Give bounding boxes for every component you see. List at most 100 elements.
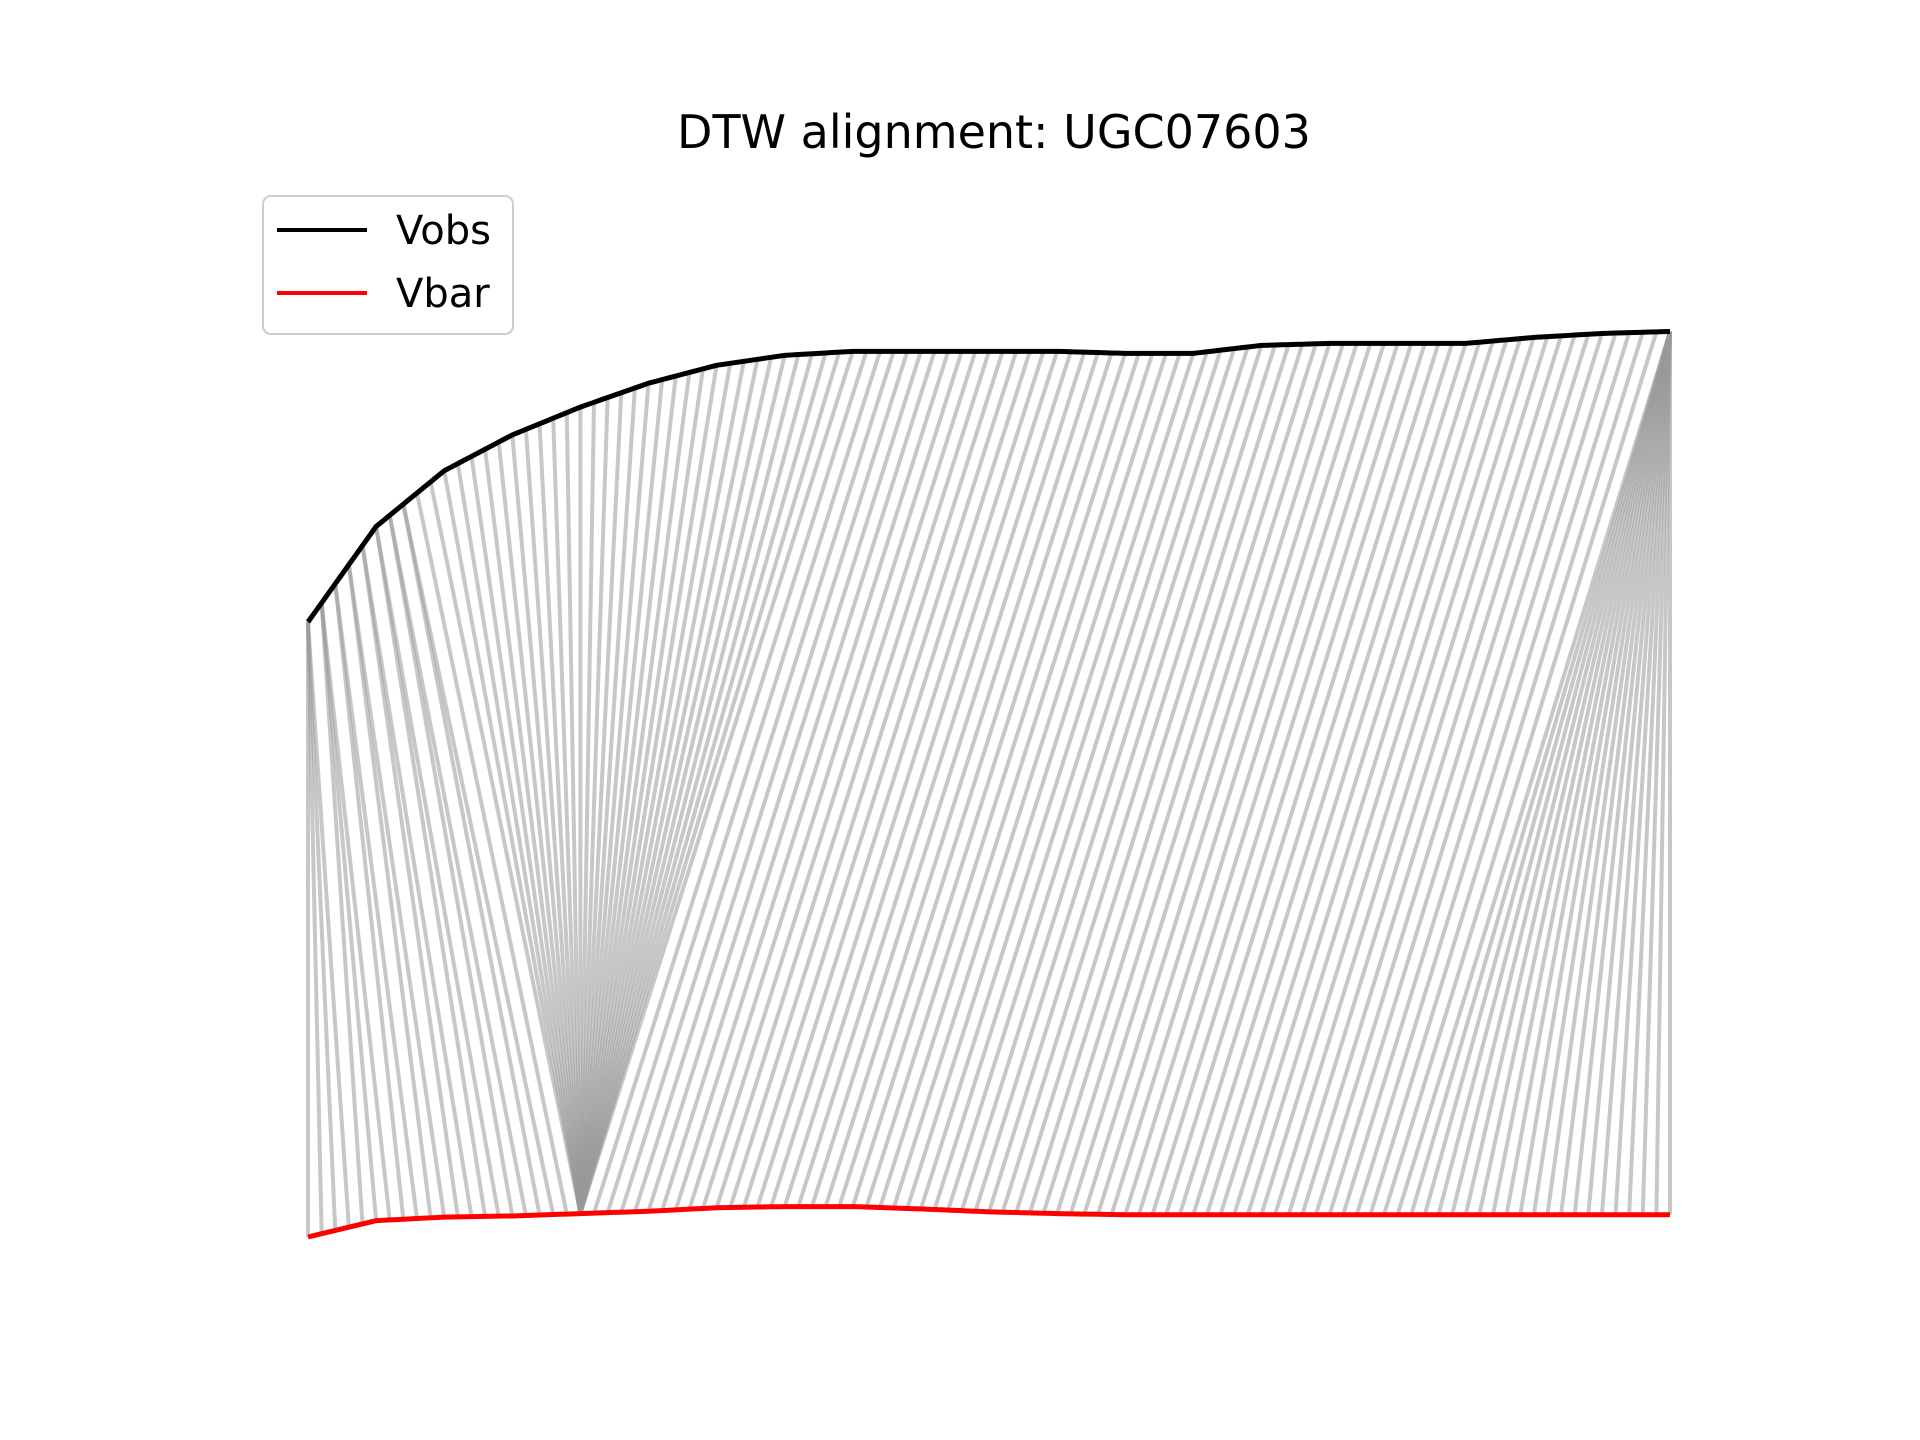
- alignment-line: [578, 351, 842, 1215]
- alignment-line: [619, 350, 896, 1213]
- alignment-line: [837, 352, 1114, 1208]
- alignment-line: [578, 387, 637, 1214]
- alignment-line: [1123, 342, 1400, 1216]
- alignment-line: [741, 350, 1019, 1208]
- alignment-line: [319, 602, 379, 1221]
- alignment-line: [578, 354, 801, 1215]
- alignment-line: [496, 441, 583, 1214]
- alignment-lines: [306, 330, 1672, 1237]
- alignment-line: [333, 583, 419, 1219]
- alignment-line: [578, 362, 733, 1214]
- alignment-line: [1014, 343, 1291, 1214]
- alignment-line: [537, 423, 583, 1214]
- alignment-line: [401, 503, 542, 1216]
- alignment-line: [1504, 331, 1672, 1216]
- alignment-line: [673, 350, 951, 1211]
- alignment-line: [1096, 342, 1373, 1215]
- alignment-line: [374, 526, 488, 1217]
- series-lines: [305, 328, 1671, 1240]
- alignment-line: [401, 503, 556, 1215]
- alignment-line: [701, 350, 978, 1210]
- alignment-line: [360, 545, 460, 1218]
- alignment-line: [551, 418, 583, 1214]
- alignment-line: [1273, 336, 1550, 1216]
- alignment-line: [810, 351, 1087, 1208]
- alignment-line: [523, 429, 583, 1214]
- alignment-line: [319, 602, 365, 1225]
- alignment-line: [1436, 330, 1672, 1216]
- alignment-line: [578, 397, 610, 1214]
- alignment-line: [360, 545, 474, 1217]
- alignment-line: [1654, 331, 1672, 1215]
- alignment-line: [428, 481, 583, 1215]
- alignment-line: [1232, 339, 1509, 1216]
- alignment-line: [374, 526, 501, 1217]
- alignment-line: [578, 383, 651, 1214]
- alignment-line: [333, 583, 406, 1220]
- series-line-vbar: [307, 1204, 1670, 1240]
- alignment-line: [306, 621, 351, 1228]
- alignment-line: [878, 352, 1155, 1209]
- alignment-line: [455, 463, 583, 1214]
- alignment-line: [578, 350, 855, 1215]
- alignment-line: [1490, 331, 1672, 1216]
- alignment-line: [1109, 342, 1386, 1216]
- alignment-line: [387, 514, 528, 1216]
- alignment-line: [932, 351, 1209, 1211]
- alignment-line: [1000, 344, 1277, 1213]
- alignment-line: [850, 352, 1128, 1208]
- alignment-line: [578, 372, 692, 1214]
- alignment-line: [755, 350, 1032, 1208]
- alignment-line: [1218, 340, 1495, 1216]
- alignment-line: [592, 350, 869, 1214]
- alignment-line: [578, 352, 828, 1215]
- alignment-line: [1382, 331, 1659, 1216]
- alignment-line: [1531, 331, 1672, 1216]
- alignment-line: [578, 375, 678, 1214]
- alignment-line: [306, 621, 338, 1231]
- alignment-line: [1518, 331, 1672, 1216]
- alignment-line: [1627, 331, 1672, 1215]
- alignment-line: [728, 350, 1005, 1209]
- alignment-line: [1327, 332, 1604, 1216]
- alignment-line: [605, 350, 882, 1214]
- alignment-line: [660, 350, 937, 1212]
- alignment-line: [1205, 341, 1482, 1216]
- alignment-line: [578, 379, 665, 1214]
- alignment-line: [578, 392, 624, 1214]
- alignment-line: [891, 352, 1168, 1209]
- alignment-line: [823, 351, 1100, 1208]
- alignment-line: [973, 346, 1250, 1212]
- legend: Vobs Vbar: [262, 195, 514, 335]
- alignment-line: [578, 356, 774, 1215]
- alignment-line: [905, 352, 1182, 1210]
- legend-label-vbar: Vbar: [396, 271, 490, 317]
- alignment-line: [769, 350, 1046, 1208]
- alignment-line: [319, 602, 392, 1221]
- alignment-line: [1354, 332, 1632, 1216]
- alignment-line: [1545, 331, 1672, 1216]
- alignment-line: [1422, 330, 1672, 1216]
- alignment-line: [1313, 333, 1591, 1216]
- alignment-line: [1477, 331, 1672, 1216]
- alignment-line: [632, 350, 910, 1213]
- alignment-line: [1599, 331, 1672, 1215]
- alignment-line: [1027, 343, 1305, 1214]
- alignment-line: [469, 456, 583, 1214]
- alignment-line: [306, 621, 324, 1234]
- alignment-line: [483, 449, 583, 1214]
- alignment-line: [1559, 331, 1672, 1216]
- alignment-line: [1450, 330, 1672, 1216]
- alignment-line: [564, 412, 583, 1214]
- alignment-line: [1164, 342, 1441, 1216]
- alignment-line: [1177, 342, 1454, 1216]
- alignment-line: [578, 353, 814, 1215]
- alignment-line: [1150, 342, 1427, 1216]
- alignment-line: [1613, 331, 1672, 1215]
- alignment-line: [1572, 331, 1672, 1215]
- alignment-line: [1245, 338, 1523, 1216]
- legend-label-vobs: Vobs: [396, 208, 491, 254]
- alignment-line: [1300, 334, 1577, 1216]
- alignment-line: [1136, 342, 1414, 1216]
